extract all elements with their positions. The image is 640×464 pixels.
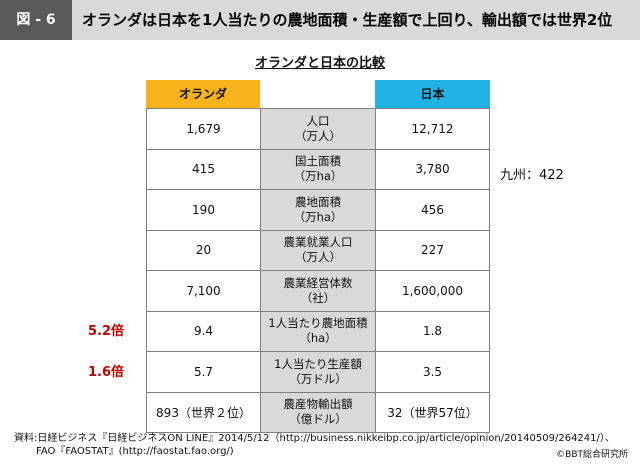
netherlands-value: 5.7 — [146, 351, 261, 393]
page-title: オランダは日本を1人当たりの農地面積・生産額で上回り、輸出額では世界2位 — [82, 11, 613, 29]
japan-value: 3,780 — [375, 148, 490, 190]
table-row: 7,100 農業経営体数 （社） 1,600,000 — [146, 270, 490, 312]
item-label: 農業経営体数 （社） — [260, 270, 376, 312]
table-row: 190 農地面積 （万ha） 456 — [146, 189, 490, 231]
table-row: 1,679 人口 （万人） 12,712 — [146, 108, 490, 150]
netherlands-value: 190 — [146, 189, 261, 231]
item-label: 国土面積 （万ha） — [260, 148, 376, 190]
japan-value: 12,712 — [375, 108, 490, 150]
figure-label: 図 - 6 — [0, 0, 72, 40]
item-label: 人口 （万人） — [260, 108, 376, 150]
header-bar: 図 - 6 オランダは日本を1人当たりの農地面積・生産額で上回り、輸出額では世界… — [0, 0, 640, 40]
netherlands-value: 20 — [146, 229, 261, 271]
source-note: 資料:日経ビジネス『日経ビジネスON LINE』2014/5/12（http:/… — [14, 432, 615, 458]
netherlands-value: 7,100 — [146, 270, 261, 312]
source-line-2: FAO『FAOSTAT』(http://faostat.fao.org/) — [36, 446, 234, 457]
netherlands-value: 1,679 — [146, 108, 261, 150]
item-label: 1人当たり農地面積 （ha） — [260, 310, 376, 352]
japan-column-header: 日本 — [375, 80, 490, 108]
netherlands-value: 415 — [146, 148, 261, 190]
netherlands-column-header: オランダ — [146, 80, 260, 108]
table-row: 20 農業就業人口 （万人） 227 — [146, 229, 490, 271]
japan-value: 1,600,000 — [375, 270, 490, 312]
table-row: 415 国土面積 （万ha） 3,780 — [146, 148, 490, 190]
table-row: 9.4 1人当たり農地面積 （ha） 1.8 — [146, 310, 490, 352]
item-label: 農産物輸出額 （億ドル） — [260, 391, 376, 433]
item-label: 農業就業人口 （万人） — [260, 229, 376, 271]
netherlands-value: 9.4 — [146, 310, 261, 352]
japan-value: 456 — [375, 189, 490, 231]
table-title: オランダと日本の比較 — [254, 56, 385, 71]
item-label: 1人当たり生産額 （万ドル） — [260, 351, 376, 393]
japan-value: 1.8 — [375, 310, 490, 352]
japan-value: 32（世界57位） — [375, 391, 490, 433]
japan-value: 227 — [375, 229, 490, 271]
farmland-ratio-label: 5.2倍 — [88, 324, 125, 339]
item-label: 農地面積 （万ha） — [260, 189, 376, 231]
copyright-credit: ©BBT総合研究所 — [556, 450, 628, 460]
production-ratio-label: 1.6倍 — [88, 365, 125, 380]
table-row: 893（世界２位） 農産物輸出額 （億ドル） 32（世界57位） — [146, 391, 490, 433]
netherlands-value: 893（世界２位） — [146, 391, 261, 433]
japan-value: 3.5 — [375, 351, 490, 393]
comparison-table: 1,679 人口 （万人） 12,712 415 国土面積 （万ha） 3,780 … — [146, 108, 490, 433]
table-row: 5.7 1人当たり生産額 （万ドル） 3.5 — [146, 351, 490, 393]
source-line-1: 資料:日経ビジネス『日経ビジネスON LINE』2014/5/12（http:/… — [14, 433, 615, 444]
kyushu-note: 九州：422 — [500, 168, 564, 183]
